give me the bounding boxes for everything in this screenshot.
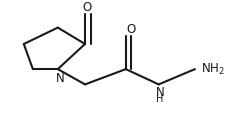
Text: N: N bbox=[155, 85, 164, 98]
Text: NH$_2$: NH$_2$ bbox=[200, 62, 224, 76]
Text: O: O bbox=[82, 1, 92, 14]
Text: O: O bbox=[126, 23, 136, 36]
Text: H: H bbox=[155, 93, 163, 103]
Text: N: N bbox=[55, 71, 64, 84]
